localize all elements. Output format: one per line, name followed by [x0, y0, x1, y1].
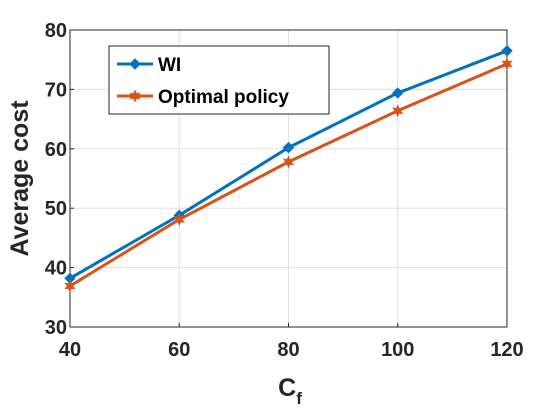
x-axis-label-subscript: f [296, 389, 302, 408]
x-axis-label-main: C [278, 374, 296, 402]
y-axis-ticks: 30 40 50 60 70 80 [45, 20, 74, 339]
diamond-marker [129, 58, 141, 70]
x-axis-ticks: 40 60 80 100 120 [59, 323, 524, 361]
hexagram-marker [501, 57, 513, 71]
legend-item: WI [117, 55, 181, 76]
y-tick-label: 50 [45, 198, 67, 220]
x-tick-label: 60 [168, 339, 190, 361]
y-tick-label: 60 [45, 139, 67, 161]
x-tick-label: 80 [277, 339, 299, 361]
y-tick-label: 80 [45, 20, 67, 42]
hexagram-marker [129, 89, 141, 103]
x-tick-label: 120 [490, 339, 523, 361]
x-tick-label: 40 [59, 339, 81, 361]
legend-label: Optimal policy [158, 87, 289, 108]
diamond-marker [392, 87, 404, 99]
series-1 [64, 45, 513, 284]
series-2 [64, 57, 513, 293]
legend-item: Optimal policy [117, 87, 289, 108]
hexagram-marker [173, 212, 185, 227]
hexagram-marker [64, 279, 76, 293]
y-tick-label: 70 [45, 79, 67, 101]
hexagram-marker [392, 104, 404, 118]
y-tick-label: 30 [45, 317, 67, 339]
diamond-marker [501, 45, 513, 57]
y-axis-label: Average cost [6, 100, 34, 257]
diamond-marker [282, 141, 295, 154]
x-axis-label: Cf [278, 374, 302, 408]
legend: WI Optimal policy [108, 45, 330, 115]
legend-label: WI [158, 55, 181, 76]
y-tick-label: 40 [45, 258, 67, 280]
hexagram-marker [282, 155, 295, 169]
x-tick-label: 100 [381, 339, 414, 361]
legend-box [108, 45, 330, 115]
series-group [64, 45, 513, 293]
